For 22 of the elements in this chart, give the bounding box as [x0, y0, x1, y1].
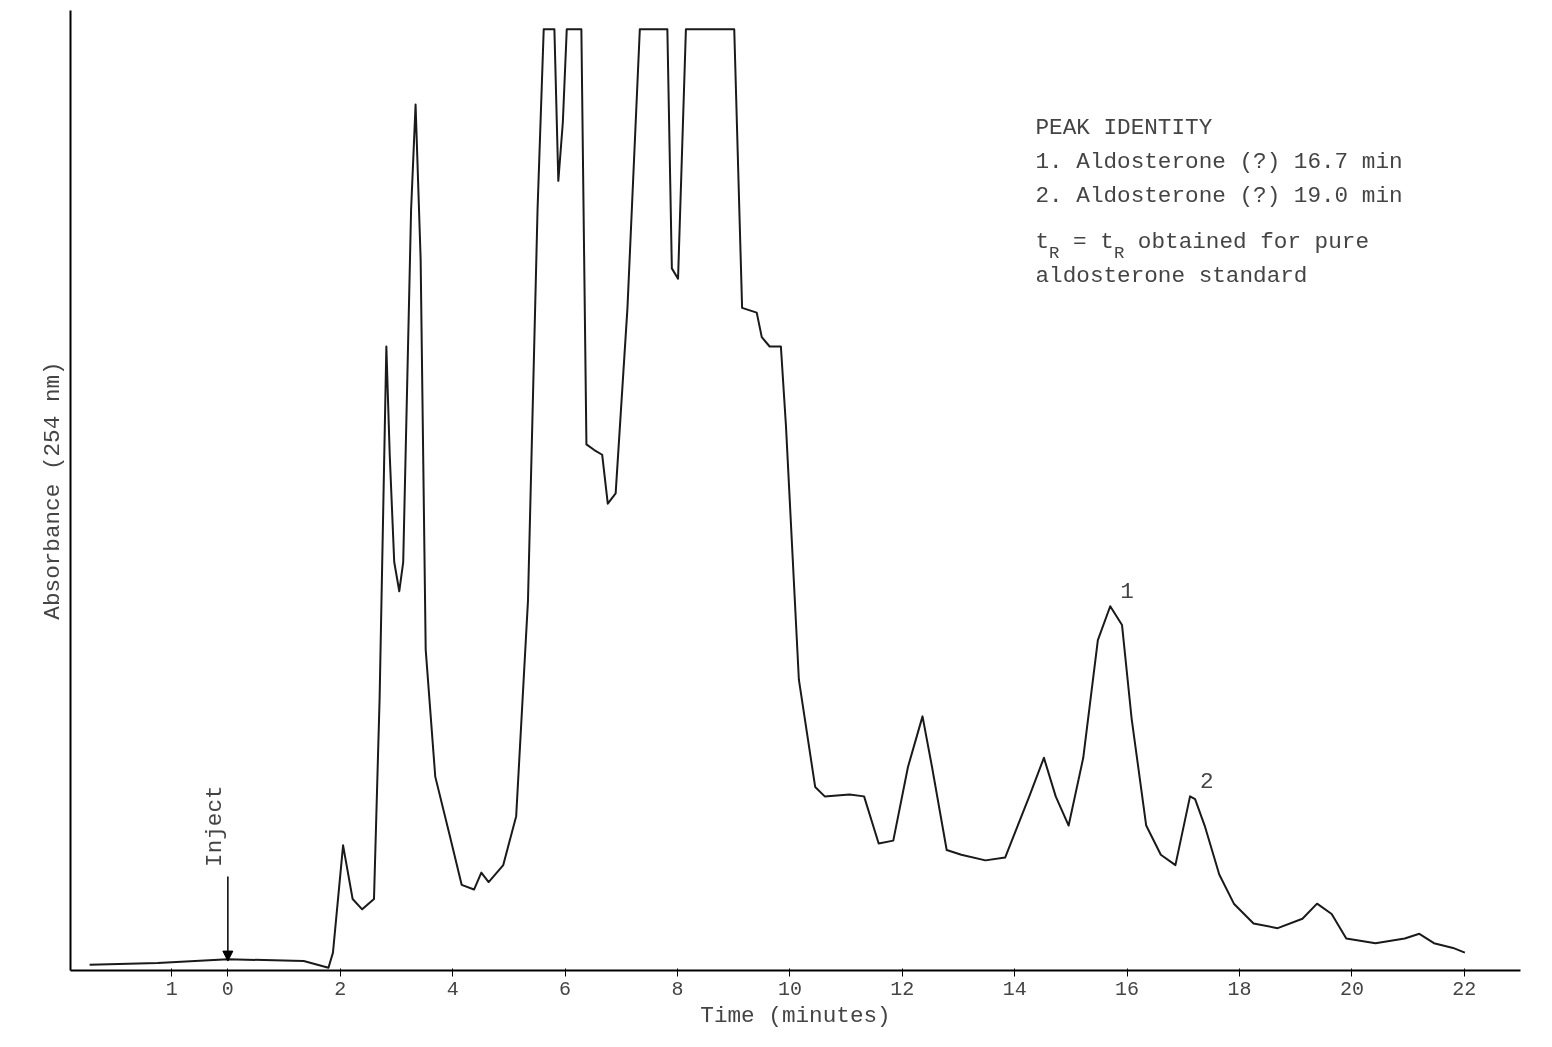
- x-tick-label: 10: [777, 977, 802, 1001]
- x-tick-label: 18: [1227, 977, 1252, 1001]
- annotation: Inject: [201, 785, 228, 867]
- annotation: 2. Aldosterone (?) 19.0 min: [1035, 182, 1403, 209]
- x-tick-label: 6: [559, 977, 572, 1001]
- x-tick-label: 0: [221, 977, 234, 1001]
- annotation: 1: [1120, 579, 1134, 606]
- y-axis-title: Absorbance (254 nm): [39, 361, 66, 620]
- x-tick-label: 4: [446, 977, 459, 1001]
- x-tick-label: 1: [165, 977, 178, 1001]
- x-tick-label: 16: [1115, 977, 1140, 1001]
- annotation: PEAK IDENTITY: [1035, 114, 1213, 141]
- x-tick-label: 2: [334, 977, 347, 1001]
- x-axis-title: Time (minutes): [700, 1002, 891, 1029]
- annotation: aldosterone standard: [1035, 262, 1308, 289]
- annotation: 1. Aldosterone (?) 16.7 min: [1035, 148, 1403, 175]
- x-tick-label: 14: [1002, 977, 1027, 1001]
- x-tick-label: 20: [1339, 977, 1364, 1001]
- x-tick-label: 12: [890, 977, 915, 1001]
- x-tick-label: 8: [671, 977, 684, 1001]
- annotation: 2: [1200, 769, 1214, 796]
- x-tick-label: 22: [1452, 977, 1477, 1001]
